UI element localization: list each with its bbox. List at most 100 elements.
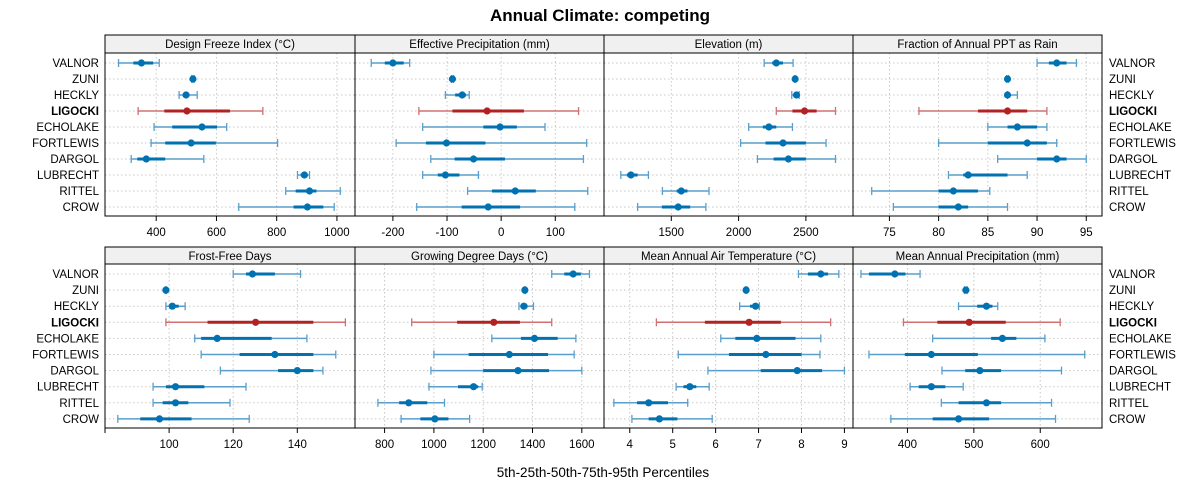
row-label-right: FORTLEWIS (1109, 138, 1176, 150)
median-dot (171, 383, 180, 391)
row-label-right: ZUNI (1109, 285, 1136, 297)
row-label-right: FORTLEWIS (1109, 350, 1176, 362)
median-dot (569, 270, 577, 278)
interval-echolake (748, 123, 794, 131)
median-dot (511, 187, 519, 195)
x-tick-label: 8 (798, 439, 804, 451)
interval-heckly (165, 302, 186, 311)
interval-fortlewis (937, 139, 1058, 147)
interval-zuni (1003, 75, 1012, 83)
row-label-left: VALNOR (53, 58, 99, 70)
panel-border (603, 52, 854, 217)
interval-lubrecht (620, 171, 650, 179)
interval-rittel (871, 187, 991, 195)
x-tick-label: 100 (546, 227, 565, 239)
median-dot (954, 203, 962, 211)
interval-lubrecht (909, 382, 964, 391)
interval-lubrecht (422, 171, 480, 179)
median-dot (405, 399, 413, 407)
interval-crow (890, 414, 1057, 423)
interval-zuni (448, 75, 457, 83)
row-label-left: FORTLEWIS (32, 138, 99, 150)
x-tick-label: 90 (1031, 227, 1044, 239)
median-dot (765, 123, 773, 131)
x-tick-label: 2500 (793, 227, 819, 239)
median-dot (530, 334, 539, 342)
panel-5: Frost-Free Days 100 120 140 (104, 246, 356, 451)
interval-dargol (130, 155, 205, 163)
interval-rittel (285, 187, 341, 195)
x-tick-label: 400 (898, 439, 917, 451)
median-dot (252, 318, 260, 326)
interval-echolake (987, 123, 1048, 131)
interval-fortlewis (677, 350, 821, 359)
median-dot (1003, 75, 1012, 83)
interval-valnor (1036, 59, 1078, 67)
row-label-left: RITTEL (59, 398, 99, 410)
x-tick-label: 7 (755, 439, 761, 451)
interval-heckly (1003, 91, 1019, 99)
panel-strip-title: Design Freeze Index (°C) (165, 39, 295, 51)
median-dot (962, 286, 970, 294)
interval-dargol (430, 366, 583, 375)
interval-echolake (153, 123, 228, 131)
median-dot (300, 171, 308, 179)
panel-strip-title: Growing Degree Days (°C) (411, 251, 548, 263)
interval-lubrecht (296, 171, 311, 179)
median-dot (742, 286, 750, 294)
x-tick-label: -200 (381, 227, 404, 239)
row-label-left: HECKLY (54, 90, 99, 102)
median-dot (753, 334, 761, 342)
median-dot (1053, 59, 1061, 67)
row-label-right: RITTEL (1109, 186, 1149, 198)
interval-rittel (152, 398, 231, 407)
x-tick-label: 120 (224, 439, 243, 451)
median-dot (677, 187, 685, 195)
panel-6: Growing Degree Days (°C) 800 1000 1200 1400 1… (354, 246, 605, 451)
interval-dargol (430, 155, 585, 163)
panel-3: Elevation (m) 1500 2000 2500 (603, 34, 854, 239)
panel-strip-title: Fraction of Annual PPT as Rain (897, 39, 1057, 51)
interval-valnor (370, 59, 411, 67)
interval-heckly (178, 91, 198, 99)
interval-echolake (720, 334, 822, 343)
row-label-left: HECKLY (54, 301, 99, 313)
interval-lubrecht (675, 382, 710, 391)
median-dot (458, 91, 466, 99)
median-dot (982, 399, 991, 407)
median-dot (772, 59, 780, 67)
median-dot (1003, 91, 1012, 99)
median-dot (496, 123, 504, 131)
median-dot (431, 415, 439, 423)
interval-valnor (797, 270, 840, 278)
interval-ligocki (137, 107, 264, 115)
row-label-left: CROW (63, 202, 100, 214)
x-tick-label: 0 (498, 227, 504, 239)
median-dot (793, 367, 801, 375)
interval-zuni (791, 75, 799, 83)
median-dot (982, 302, 991, 310)
row-label-left: LIGOCKI (51, 317, 99, 329)
median-dot (792, 91, 801, 99)
median-dot (686, 383, 694, 391)
median-dot (521, 286, 529, 294)
interval-zuni (521, 286, 529, 295)
x-tick-label: 1400 (520, 439, 546, 451)
interval-dargol (707, 366, 846, 375)
row-label-left: LUBRECHT (37, 170, 99, 182)
row-label-right: DARGOL (1109, 154, 1158, 166)
interval-crow (416, 203, 576, 211)
interval-heckly (444, 91, 470, 99)
interval-valnor (551, 270, 591, 278)
interval-valnor (763, 59, 794, 67)
median-dot (1003, 107, 1012, 115)
median-dot (965, 318, 973, 326)
interval-ligocki (165, 318, 347, 327)
median-dot (182, 91, 190, 99)
x-tick-label: 4 (627, 439, 634, 451)
x-tick-label: 9 (841, 439, 847, 451)
row-label-right: CROW (1109, 414, 1146, 426)
row-label-right: HECKLY (1109, 301, 1154, 313)
median-dot (469, 383, 478, 391)
median-dot (389, 59, 397, 67)
